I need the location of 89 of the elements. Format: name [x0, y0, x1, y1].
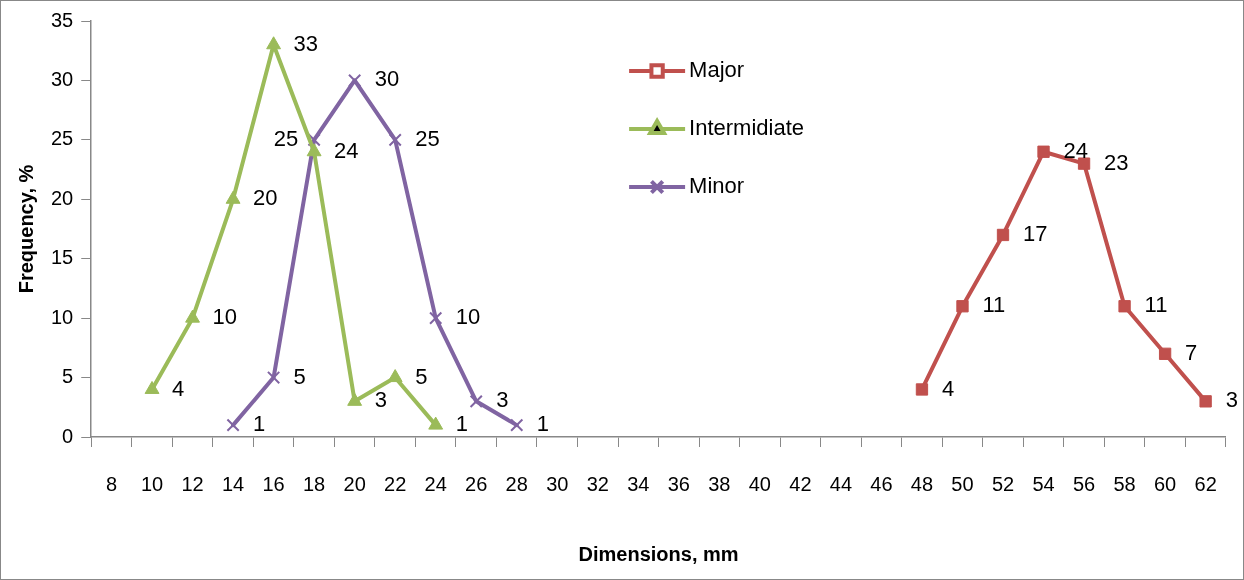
x-tick-label: 28	[505, 472, 528, 495]
legend-label: Minor	[689, 173, 745, 199]
point	[266, 370, 281, 385]
data-label: 33	[293, 30, 319, 56]
data-label: 17	[1023, 221, 1048, 247]
x-tick-label: 56	[1072, 472, 1096, 495]
x-tick-label: 38	[708, 472, 731, 495]
point	[387, 369, 403, 383]
point	[1199, 395, 1212, 408]
x-tick-label: 42	[789, 472, 812, 495]
x-tick-label: 58	[1113, 472, 1136, 495]
x-tick-label: 26	[465, 472, 488, 495]
x-tick-label: 14	[221, 472, 245, 495]
x-tick-label: 24	[424, 472, 447, 495]
data-label: 24	[1063, 137, 1089, 163]
data-label: 4	[172, 375, 185, 401]
legend-label: Intermidiate	[689, 115, 805, 141]
x-tick-label: 16	[262, 472, 285, 495]
x-tick-label: 54	[1032, 472, 1055, 495]
x-tick-label: 62	[1194, 472, 1217, 495]
x-tick-label: 60	[1153, 472, 1177, 495]
x-tick-label: 8	[105, 472, 118, 495]
point	[510, 418, 524, 432]
point	[469, 394, 483, 408]
data-label: 4	[941, 375, 955, 401]
point	[306, 143, 322, 157]
point	[347, 392, 363, 406]
data-label: 3	[1225, 387, 1238, 413]
point	[429, 311, 443, 325]
point	[225, 190, 241, 204]
point	[347, 73, 362, 88]
data-label: 24	[334, 137, 359, 163]
data-label: 7	[1185, 339, 1198, 365]
x-tick-label: 22	[384, 472, 407, 495]
y-tick-label: 0	[62, 424, 74, 447]
x-axis-title: Dimensions, mm	[578, 542, 739, 565]
x-tick-label: 50	[951, 472, 974, 495]
point	[1077, 157, 1091, 170]
x-tick-label: 52	[991, 472, 1015, 495]
data-label: 5	[293, 363, 306, 389]
point	[1158, 347, 1172, 360]
y-tick-label: 5	[62, 365, 74, 388]
point	[915, 383, 929, 396]
x-tick-label: 20	[343, 472, 366, 495]
point	[388, 133, 402, 147]
x-tick-label: 10	[140, 472, 164, 495]
legend-label: Major	[689, 57, 745, 83]
y-tick-label: 15	[51, 246, 74, 269]
x-tick-label: 30	[546, 472, 569, 495]
data-label: 10	[455, 304, 481, 330]
data-label: 10	[212, 304, 238, 330]
y-tick-label: 20	[51, 186, 74, 209]
data-label: 23	[1104, 149, 1129, 175]
point	[226, 418, 240, 432]
x-tick-label: 12	[181, 472, 204, 495]
point	[144, 380, 160, 394]
data-label: 1	[253, 411, 266, 437]
data-label: 11	[982, 292, 1006, 318]
x-tick-label: 18	[303, 472, 326, 495]
x-tick-label: 40	[748, 472, 771, 495]
y-axis-title: Frequency, %	[14, 164, 37, 294]
data-label: 3	[496, 387, 509, 413]
point	[1118, 300, 1131, 313]
data-label: 25	[273, 125, 299, 151]
y-tick-label: 30	[51, 67, 74, 90]
point	[956, 300, 969, 313]
point	[1037, 145, 1050, 158]
data-label: 5	[415, 363, 428, 389]
x-tick-label: 32	[586, 472, 609, 495]
point	[185, 309, 200, 323]
x-tick-label: 46	[870, 472, 893, 495]
data-label: 1	[455, 411, 468, 437]
data-label: 1	[536, 411, 549, 437]
point	[266, 36, 282, 50]
y-tick-label: 35	[51, 8, 74, 31]
y-tick-label: 10	[51, 305, 74, 328]
data-label: 30	[374, 66, 400, 92]
point	[428, 416, 444, 430]
x-tick-label: 34	[627, 472, 650, 495]
data-label: 25	[415, 125, 440, 151]
data-label: 3	[374, 387, 387, 413]
x-tick-label: 48	[910, 472, 934, 495]
data-label: 20	[253, 185, 278, 211]
data-label: 11	[1144, 292, 1168, 318]
x-tick-label: 44	[829, 472, 853, 495]
point	[996, 228, 1010, 242]
x-tick-label: 36	[667, 472, 690, 495]
y-tick-label: 25	[51, 127, 74, 150]
point	[307, 133, 321, 147]
